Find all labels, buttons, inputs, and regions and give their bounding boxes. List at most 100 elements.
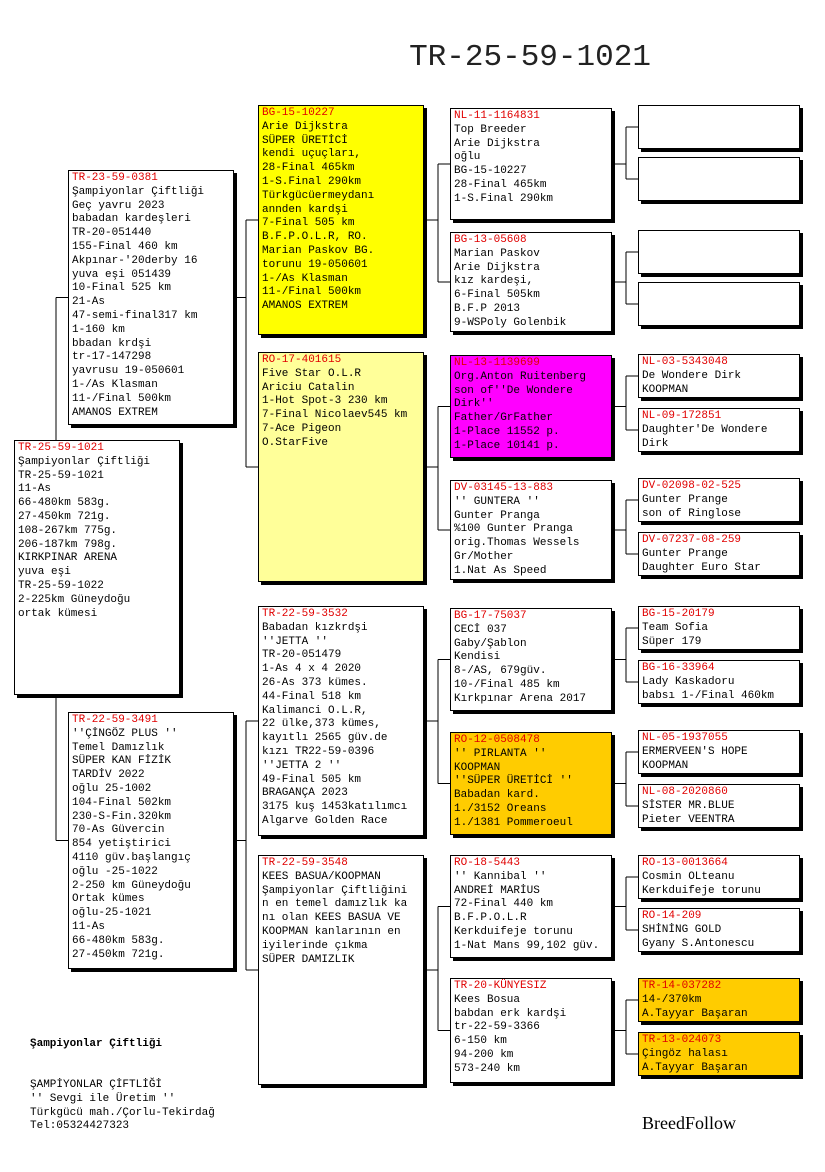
pigeon-info: 28-Final 465km bbox=[262, 162, 355, 175]
pigeon-id: BG-17-75037 bbox=[454, 610, 527, 622]
pigeon-id: NL-13-1139699 bbox=[454, 357, 540, 369]
pigeon-info: 22 ülke,373 kümes, bbox=[262, 718, 381, 731]
pigeon-info: BRAGANÇA 2023 bbox=[262, 787, 348, 800]
pigeon-info: kızı TR22-59-0396 bbox=[262, 745, 375, 758]
pigeon-info: 9-WSPoly Golenbik bbox=[454, 316, 567, 329]
empty-pedigree-box bbox=[638, 105, 800, 149]
pigeon-info: 49-Final 505 km bbox=[262, 773, 362, 786]
pedigree-box: BG-16-33964 Lady Kaskadoru babsı 1-/Final … bbox=[638, 660, 800, 704]
pigeon-info: '' PIRLANTA '' bbox=[454, 747, 547, 760]
pigeon-info: Gunter Pranga bbox=[454, 509, 540, 522]
pigeon-info: yuva eşi bbox=[18, 566, 71, 579]
pigeon-id: TR-25-59-1021 bbox=[18, 442, 104, 454]
pedigree-box: NL-09-172851 Daughter'De Wondere Dirk bbox=[638, 408, 800, 452]
pigeon-info: '' GUNTERA '' bbox=[454, 495, 540, 508]
pigeon-info: B.F.P 2013 bbox=[454, 302, 521, 315]
pigeon-info: 108-267km 775g. bbox=[18, 524, 118, 537]
pigeon-id: DV-07237-08-259 bbox=[642, 534, 742, 546]
pigeon-info: Babadan kızkrdşi bbox=[262, 621, 368, 634]
pigeon-info: 4110 güv.başlangıç bbox=[72, 851, 191, 864]
pigeon-info: 28-Final 465km bbox=[454, 178, 547, 191]
pedigree-box: RO-14-209 SHİNİNG GOLD Gyany S.Antonescu bbox=[638, 908, 800, 952]
pigeon-id: NL-09-172851 bbox=[642, 410, 722, 422]
pigeon-info: Lady Kaskadoru bbox=[642, 675, 735, 688]
footer-name: Şampiyonlar Çiftliği bbox=[30, 1037, 163, 1050]
pigeon-info: 1-S.Final 290km bbox=[262, 175, 362, 188]
pigeon-info: Şampiyonlar Çiftliğini bbox=[262, 884, 408, 897]
pigeon-info: 573-240 km bbox=[454, 1062, 521, 1075]
brand: BreedFollow bbox=[642, 1113, 736, 1133]
pigeon-info: Kırkpınar Arena 2017 bbox=[454, 692, 587, 705]
pedigree-box: RO-18-5443 '' Kannibal '' ANDREİ MARİUS 72-… bbox=[450, 855, 612, 958]
pigeon-info: 44-Final 518 km bbox=[262, 690, 362, 703]
pedigree-box: TR-20-KÜNYESIZ Kees Bosua babdan erk kardş… bbox=[450, 978, 612, 1083]
pigeon-id: NL-05-1937055 bbox=[642, 732, 728, 744]
pigeon-info: tr-22-59-3366 bbox=[454, 1021, 540, 1034]
empty-pedigree-box bbox=[638, 157, 800, 201]
pedigree-box: TR-22-59-3532 Babadan kızkrdşi ''JETTA '' T… bbox=[258, 606, 424, 836]
pigeon-id: RO-12-0508478 bbox=[454, 734, 540, 746]
pedigree-box: BG-15-20179 Team Sofia Süper 179 bbox=[638, 606, 800, 650]
pigeon-info: 11-As bbox=[72, 920, 106, 933]
pigeon-info: TR-20-051440 bbox=[72, 227, 152, 240]
pigeon-info: Şampiyonlar Çiftliği bbox=[72, 185, 205, 198]
pigeon-info: BG-15-10227 bbox=[454, 165, 527, 178]
pigeon-id: BG-15-20179 bbox=[642, 608, 715, 620]
pedigree-box: TR-14-037282 14-/370km A.Tayyar Başaran bbox=[638, 978, 800, 1022]
pigeon-info: Türkgücüermeydanı bbox=[262, 189, 375, 202]
pigeon-info: Geç yavru 2023 bbox=[72, 199, 165, 212]
pedigree-box: BG-17-75037 CECİ 037 Gaby/Şablon Kendisi 8-/… bbox=[450, 608, 612, 711]
pigeon-info: 1-As 4 x 4 2020 bbox=[262, 663, 362, 676]
pigeon-info: bbadan krdşi bbox=[72, 337, 152, 350]
pigeon-info: Marian Paskov BG. bbox=[262, 244, 375, 257]
pigeon-info: 21-As bbox=[72, 296, 106, 309]
pigeon-id: TR-22-59-3532 bbox=[262, 608, 348, 620]
pedigree-box: TR-25-59-1021 Şampiyonlar Çiftliği TR-25-5… bbox=[14, 440, 180, 695]
pigeon-info: son of Ringlose bbox=[642, 507, 742, 520]
pigeon-info: 27-450km 721g. bbox=[72, 948, 165, 961]
pedigree-box: DV-02098-02-525 Gunter Prange son of Ringl… bbox=[638, 478, 800, 522]
pigeon-info: Team Sofia bbox=[642, 621, 709, 634]
pigeon-info: kendi uçuçları, bbox=[262, 148, 362, 161]
pigeon-info: babsı 1-/Final 460km bbox=[642, 689, 775, 702]
pigeon-info: Temel Damızlık bbox=[72, 741, 165, 754]
pigeon-info: ERMERVEEN'S HOPE bbox=[642, 745, 748, 758]
pigeon-id: BG-16-33964 bbox=[642, 662, 715, 674]
pigeon-id: TR-23-59-0381 bbox=[72, 172, 158, 184]
pigeon-info: Kerkduifeje torunu bbox=[454, 925, 573, 938]
pigeon-info: De Wondere Dirk bbox=[642, 369, 742, 382]
pedigree-box: NL-03-5343048 De Wondere Dirk KOOPMAN bbox=[638, 354, 800, 398]
pigeon-info: yavrusu 19-050601 bbox=[72, 365, 185, 378]
pigeon-id: TR-20-KÜNYESIZ bbox=[454, 980, 547, 992]
pigeon-info: 230-S-Fin.320km bbox=[72, 810, 172, 823]
pigeon-info: Dirk bbox=[642, 437, 669, 450]
pigeon-info: 1-S.Final 290km bbox=[454, 192, 554, 205]
pigeon-info: 7-Final 505 km bbox=[262, 217, 355, 230]
footer-line: '' Sevgi ile Üretim '' bbox=[30, 1092, 176, 1105]
pigeon-info: KOOPMAN bbox=[454, 761, 501, 774]
pigeon-info: 11-As bbox=[18, 483, 52, 496]
pigeon-id: BG-15-10227 bbox=[262, 107, 335, 119]
pigeon-id: RO-14-209 bbox=[642, 910, 702, 922]
pigeon-info: 8-/AS, 679güv. bbox=[454, 665, 547, 678]
pigeon-info: SİSTER MR.BLUE bbox=[642, 799, 735, 812]
title: TR-25-59-1021 bbox=[409, 40, 651, 75]
pigeon-info: annden kardşi bbox=[262, 203, 348, 216]
pigeon-info: 1-Hot Spot-3 230 km bbox=[262, 395, 388, 408]
pigeon-info: ''JETTA '' bbox=[262, 635, 329, 648]
pedigree-box: NL-08-2020860 SİSTER MR.BLUE Pieter VEENTR… bbox=[638, 784, 800, 828]
pigeon-info: Gunter Prange bbox=[642, 493, 728, 506]
pigeon-info: oğlu-25-1021 bbox=[72, 907, 152, 920]
pedigree-box: NL-05-1937055 ERMERVEEN'S HOPE KOOPMAN bbox=[638, 730, 800, 774]
pigeon-info: KOOPMAN bbox=[642, 759, 689, 772]
pedigree-box: BG-13-05608 Marian Paskov Arie Dijkstra kız… bbox=[450, 232, 612, 332]
pigeon-info: Arie Dijkstra bbox=[454, 137, 540, 150]
pigeon-id: RO-13-0013664 bbox=[642, 857, 728, 869]
pigeon-info: B.F.P.O.L.R, RO. bbox=[262, 231, 368, 244]
pigeon-info: KOOPMAN bbox=[642, 383, 689, 396]
pigeon-info: 1.Nat As Speed bbox=[454, 564, 547, 577]
pigeon-info: orig.Thomas Wessels bbox=[454, 537, 580, 550]
